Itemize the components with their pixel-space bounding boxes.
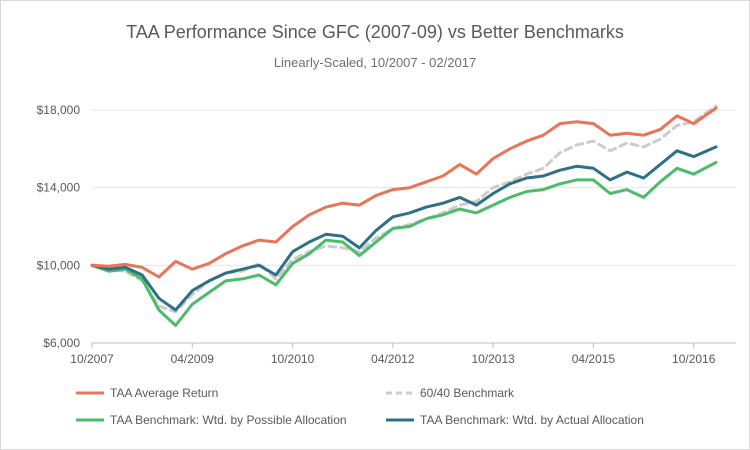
series-line-0 [90, 106, 718, 279]
x-tick-label: 04/2012 [371, 352, 415, 366]
legend-label: TAA Average Return [110, 386, 218, 400]
series-line-2 [90, 160, 718, 327]
chart-subtitle: Linearly-Scaled, 10/2007 - 02/2017 [273, 55, 477, 70]
y-tick-label: $18,000 [37, 103, 81, 117]
y-tick-label: $6,000 [43, 336, 80, 350]
x-tick-label: 10/2010 [271, 352, 315, 366]
y-tick-label: $10,000 [37, 258, 81, 272]
x-tick-label: 04/2015 [572, 352, 616, 366]
x-tick-label: 10/2013 [471, 352, 515, 366]
legend-label: TAA Benchmark: Wtd. by Possible Allocati… [110, 413, 347, 427]
x-tick-label: 04/2009 [171, 352, 215, 366]
series-line-3 [90, 145, 718, 312]
series-line-1 [90, 104, 718, 314]
legend-label: 60/40 Benchmark [420, 386, 515, 400]
y-tick-label: $14,000 [37, 181, 81, 195]
x-tick-label: 10/2016 [672, 352, 716, 366]
chart-title: TAA Performance Since GFC (2007-09) vs B… [126, 22, 624, 42]
x-tick-label: 10/2007 [70, 352, 114, 366]
legend-label: TAA Benchmark: Wtd. by Actual Allocation [420, 413, 644, 427]
